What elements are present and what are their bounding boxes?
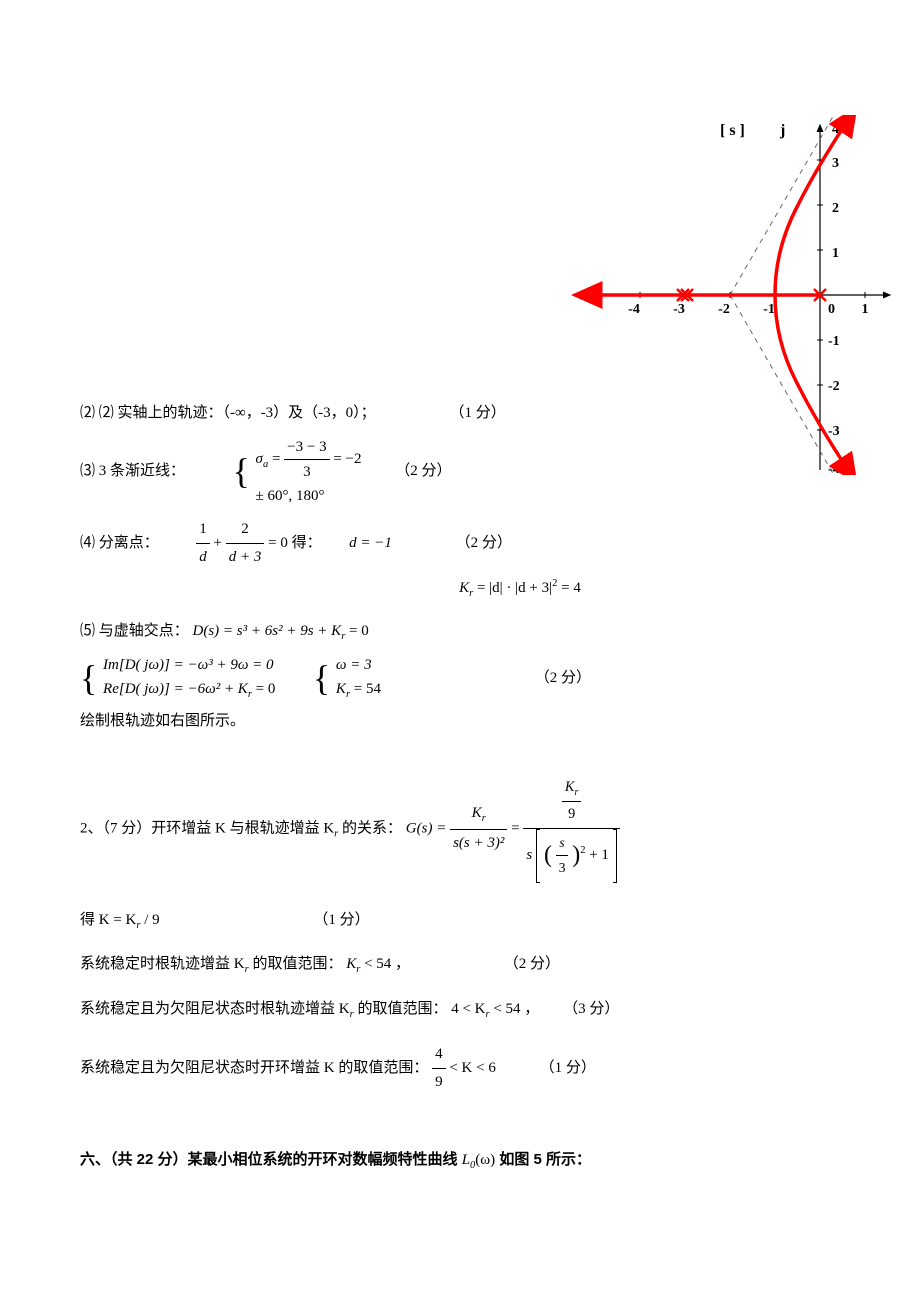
item-4-kr: Kr = |d| · |d + 3|2 = 4 [200,575,840,604]
svg-text:0: 0 [828,302,835,317]
item-5: ⑸ 与虚轴交点： D(s) = s³ + 6s² + 9s + Kr = 0 [80,618,840,647]
und-c-b: < 54 ， [490,1001,540,1017]
item-3-score: （2 分） [395,463,451,479]
sol-kr-a: K [336,681,346,697]
ds: D(s) = s³ + 6s² + 9s + K [193,623,342,639]
svg-text:j: j [779,122,785,139]
gs-f2-nn-sub: r [574,786,578,797]
re-eq-a: Re[D( jω)] = −6ω² + K [103,681,248,697]
undk-num: 4 [432,1041,446,1069]
item-3-label: ⑶ 3 条渐近线： [80,463,185,479]
svg-text:-2: -2 [828,379,840,394]
eq0: = 0 得： [268,535,321,551]
ds-end: = 0 [345,623,368,639]
f1-den: d [196,544,210,571]
d-val: d = −1 [349,535,392,551]
svg-text:1: 1 [862,302,869,317]
gs-f2-nn: K [565,779,575,795]
f1-num: 1 [196,516,210,544]
p2-label-b: 的关系： [338,820,402,836]
kr-sub: r [469,588,473,599]
undk-den: 9 [432,1069,446,1096]
gs-f1-den: s(s + 3)² [450,830,507,857]
asym-angles: ± 60°, 180° [256,484,362,508]
gs-f1-sub: r [482,813,486,824]
eq2: = [511,820,523,836]
re-eq-b: = 0 [252,681,275,697]
eq-sign: = [272,451,284,467]
f2-num: 2 [226,516,265,544]
svg-text:3: 3 [832,156,839,171]
gs: G(s) = [406,820,450,836]
gs-f2-d-s: s [526,847,532,863]
sol-kr-b: = 54 [350,681,381,697]
inner-num: s [556,831,569,856]
svg-text:-1: -1 [828,334,840,349]
stab-a: 系统稳定时根轨迹增益 K [80,956,245,972]
kr-sup: 2 [552,578,557,589]
svg-text:-3: -3 [673,302,685,317]
item-5-label: ⑸ 与虚轴交点： [80,623,189,639]
part-2-underdamped-K: 系统稳定且为欠阻尼状态时开环增益 K 的取值范围： 49 < K < 6 （1 … [80,1041,840,1096]
sec6-a: 六、（共 22 分）某最小相位系统的开环对数幅频特性曲线 [80,1151,462,1168]
krel-b: / 9 [140,912,159,928]
item-5-score: （2 分） [535,670,591,686]
stab-c-a: K [346,956,356,972]
section-6: 六、（共 22 分）某最小相位系统的开环对数幅频特性曲线 L0(ω) 如图 5 … [80,1146,840,1176]
item-2-text: ⑵ ⑵ 实轴上的轨迹：（-∞，-3）及（-3，0）； [80,405,376,421]
part-2-stable: 系统稳定时根轨迹增益 Kr 的取值范围： Kr < 54 ， （2 分） [80,951,840,980]
und-score: （3 分） [563,1001,619,1017]
stab-c-b: < 54 ， [360,956,410,972]
kr-eq: = |d| · |d + 3| [477,580,552,596]
item-5-draw: 绘制根轨迹如右图所示。 [80,708,840,735]
sigma-sub: a [263,459,268,470]
p2-label-a: 2、（7 分）开环增益 K 与根轨迹增益 K [80,820,334,836]
stab-b: 的取值范围： [249,956,343,972]
sec6-tail: 如图 5 所示： [495,1151,591,1168]
undk-b: < K < 6 [449,1060,496,1076]
sol-omega: ω = 3 [336,653,381,677]
kr-rhs: = 4 [561,580,581,596]
sec6-L-arg: (ω) [475,1152,495,1168]
svg-text:1: 1 [832,246,839,261]
svg-text:-3: -3 [828,424,840,439]
sigma-sym: σ [256,451,263,467]
part-2: 2、（7 分）开环增益 K 与根轨迹增益 K r 的关系： G(s) = Kr s… [80,775,840,883]
inner-den: 3 [556,856,569,880]
kr-K: K [459,580,469,596]
svg-text:-4: -4 [628,302,640,317]
part-2-krel: 得 K = Kr / 9 （1 分） [80,907,840,936]
root-locus-chart: -4 -3 -2 -1 0 1 1 2 3 4 -1 -2 -3 -4 [550,115,910,475]
item-4: ⑷ 分离点： 1d + 2d + 3 = 0 得： d = −1 （2 分） [80,516,840,571]
svg-text:-2: -2 [718,302,730,317]
f2-den: d + 3 [226,544,265,571]
plus: + [214,535,226,551]
item-4-label: ⑷ 分离点： [80,535,159,551]
im-eq: Im[D( jω)] = −ω³ + 9ω = 0 [103,653,275,677]
inner-tail: + 1 [589,847,609,863]
asym-den: 3 [284,460,329,484]
und-c-a: 4 < K [451,1001,485,1017]
gs-f1-num: K [472,805,482,821]
undk-score: （1 分） [540,1060,596,1076]
und-b: 的取值范围： [354,1001,448,1017]
asym-rhs: = −2 [333,451,361,467]
sec6-L: L [462,1152,470,1168]
svg-text:-1: -1 [763,302,775,317]
asym-num: −3 − 3 [284,435,329,460]
item-2-score: （1 分） [449,405,505,421]
item-4-score: （2 分） [456,535,512,551]
und-a: 系统稳定且为欠阻尼状态时根轨迹增益 K [80,1001,350,1017]
krel-a: 得 K = K [80,912,136,928]
gs-f2-nd: 9 [562,802,581,828]
krel-score: （1 分） [313,912,369,928]
svg-text:[ s ]: [ s ] [720,122,745,139]
undk-a: 系统稳定且为欠阻尼状态时开环增益 K 的取值范围： [80,1060,428,1076]
stab-score: （2 分） [504,956,560,972]
svg-text:2: 2 [832,201,839,216]
item-5-sys: { Im[D( jω)] = −ω³ + 9ω = 0 Re[D( jω)] =… [80,653,840,704]
part-2-underdamped: 系统稳定且为欠阻尼状态时根轨迹增益 Kr 的取值范围： 4 < Kr < 54 … [80,996,840,1025]
